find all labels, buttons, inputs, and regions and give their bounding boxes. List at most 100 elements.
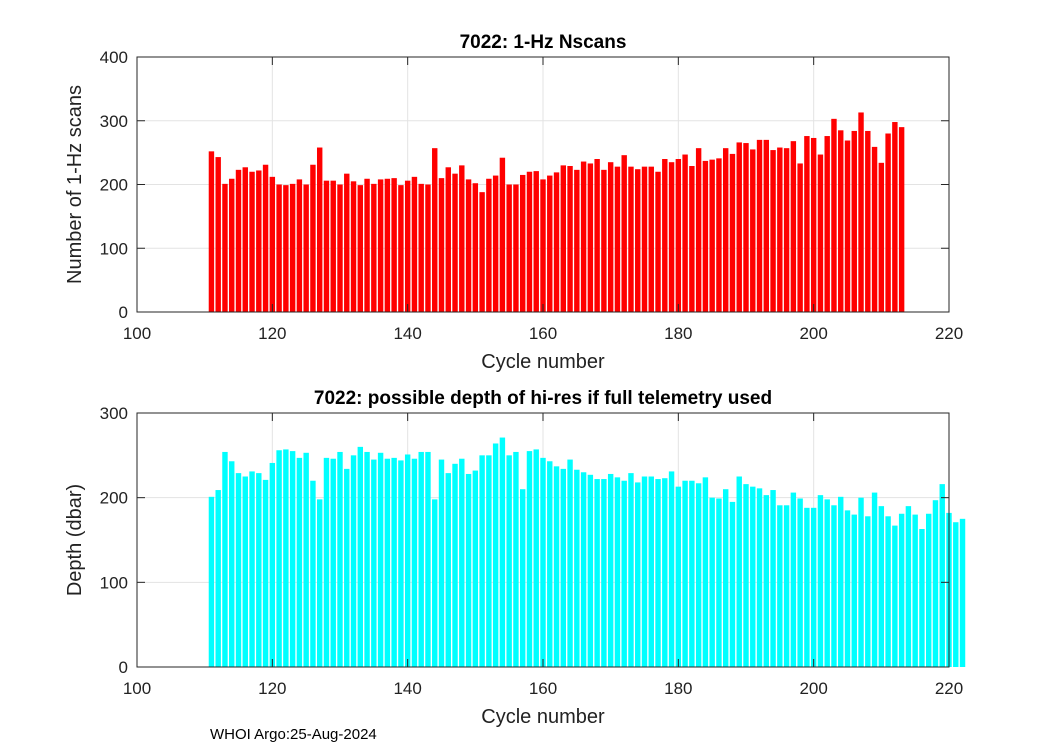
bar bbox=[404, 454, 411, 667]
x-tick-label: 220 bbox=[935, 324, 963, 343]
bar bbox=[391, 457, 397, 667]
bar bbox=[432, 148, 438, 312]
bar bbox=[668, 162, 675, 312]
bar bbox=[675, 159, 682, 312]
x-tick-label: 180 bbox=[664, 679, 692, 698]
y-tick-label: 300 bbox=[100, 404, 128, 423]
bar bbox=[235, 473, 242, 667]
bar bbox=[269, 462, 276, 667]
bar bbox=[229, 178, 235, 312]
bar bbox=[878, 506, 885, 667]
bar bbox=[648, 476, 654, 667]
bar bbox=[865, 516, 871, 667]
bar bbox=[303, 184, 309, 312]
bar bbox=[438, 459, 445, 667]
bar bbox=[242, 167, 248, 312]
bar bbox=[411, 176, 418, 312]
bar bbox=[540, 457, 546, 667]
bar bbox=[797, 163, 803, 312]
bar bbox=[736, 476, 742, 667]
bar bbox=[574, 469, 580, 667]
bar bbox=[357, 446, 364, 667]
bar bbox=[499, 437, 506, 667]
bar bbox=[750, 149, 756, 312]
bar bbox=[831, 118, 837, 313]
bar bbox=[526, 451, 533, 667]
bar bbox=[533, 171, 539, 312]
bar bbox=[283, 185, 289, 312]
bar bbox=[804, 136, 810, 312]
bar bbox=[222, 451, 228, 667]
bar bbox=[648, 166, 654, 312]
bar bbox=[249, 171, 255, 312]
x-tick-label: 140 bbox=[393, 679, 421, 698]
bar bbox=[215, 490, 221, 667]
bar bbox=[702, 160, 709, 312]
bar bbox=[844, 140, 851, 312]
bar bbox=[614, 166, 621, 312]
bar bbox=[682, 480, 688, 667]
y-tick-label: 200 bbox=[100, 176, 128, 195]
bar bbox=[499, 157, 506, 312]
bar bbox=[310, 164, 316, 312]
bar bbox=[635, 169, 641, 312]
bar bbox=[635, 482, 641, 667]
y-tick-label: 200 bbox=[100, 489, 128, 508]
bar bbox=[506, 455, 512, 667]
y-axis-label: Number of 1-Hz scans bbox=[64, 85, 86, 284]
bar bbox=[871, 492, 878, 667]
bar bbox=[695, 483, 702, 667]
bar bbox=[276, 184, 282, 312]
bar bbox=[729, 501, 736, 667]
bar bbox=[310, 480, 316, 667]
bar bbox=[404, 180, 411, 312]
bar bbox=[607, 162, 614, 312]
bar bbox=[628, 473, 634, 667]
bar bbox=[276, 450, 282, 667]
bar bbox=[418, 183, 424, 312]
bar bbox=[513, 184, 519, 312]
x-tick-label: 180 bbox=[664, 324, 692, 343]
bar bbox=[919, 528, 925, 667]
bar bbox=[682, 154, 688, 312]
bar bbox=[824, 136, 830, 312]
x-axis-label: Cycle number bbox=[481, 351, 605, 373]
bar bbox=[344, 468, 350, 667]
bar bbox=[465, 179, 472, 312]
bar bbox=[580, 161, 587, 312]
bar bbox=[269, 176, 276, 312]
bar bbox=[432, 499, 438, 667]
bar bbox=[371, 459, 377, 667]
bar bbox=[452, 463, 458, 667]
bar bbox=[445, 473, 451, 667]
bar bbox=[925, 513, 932, 667]
bar bbox=[391, 178, 397, 312]
bar bbox=[513, 451, 519, 667]
bar bbox=[892, 525, 898, 667]
bar bbox=[438, 178, 445, 312]
bar bbox=[425, 184, 431, 312]
bar bbox=[553, 172, 560, 312]
bar bbox=[256, 170, 262, 312]
bar bbox=[445, 167, 451, 312]
bar bbox=[452, 173, 458, 312]
bar bbox=[492, 175, 499, 312]
bar bbox=[377, 452, 384, 667]
bar bbox=[547, 175, 553, 312]
chart-title: 7022: 1-Hz Nscans bbox=[460, 32, 627, 53]
bar bbox=[959, 518, 966, 667]
bar bbox=[357, 185, 364, 312]
bar bbox=[777, 505, 783, 667]
y-tick-label: 300 bbox=[100, 112, 128, 131]
bar bbox=[736, 142, 742, 312]
bar bbox=[783, 505, 790, 667]
bar bbox=[384, 178, 391, 312]
bar bbox=[709, 497, 715, 667]
bar bbox=[316, 499, 323, 667]
x-tick-label: 200 bbox=[799, 324, 827, 343]
bar bbox=[344, 173, 350, 312]
bar bbox=[689, 166, 695, 312]
bar bbox=[810, 507, 817, 667]
bar bbox=[533, 449, 539, 667]
bar bbox=[262, 164, 269, 312]
